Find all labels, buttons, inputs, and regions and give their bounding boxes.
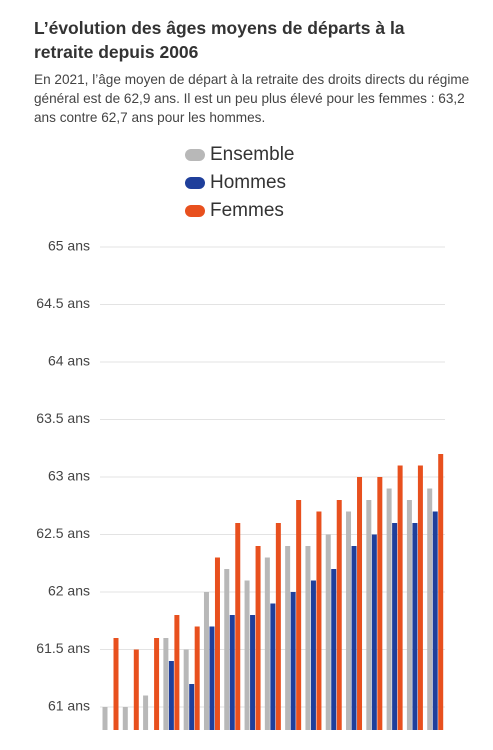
bar <box>417 465 423 730</box>
bar <box>325 534 331 730</box>
bar <box>392 523 398 730</box>
bar <box>346 511 352 730</box>
legend-swatch <box>185 149 205 161</box>
bar <box>102 707 108 730</box>
chart-title: L’évolution des âges moyens de départs à… <box>34 18 405 62</box>
legend-swatch <box>185 205 205 217</box>
bar <box>357 477 363 730</box>
legend-label: Ensemble <box>210 144 295 165</box>
bar <box>290 592 296 730</box>
y-tick-label: 63.5 ans <box>36 410 90 426</box>
legend-label: Femmes <box>210 200 284 221</box>
bar <box>174 615 180 730</box>
bar <box>183 649 189 730</box>
bar <box>194 626 200 730</box>
bar <box>438 454 444 730</box>
bar <box>285 546 291 730</box>
y-tick-label: 61.5 ans <box>36 640 90 656</box>
bar <box>189 684 195 730</box>
y-tick-label: 63 ans <box>48 468 90 484</box>
y-tick-label: 64 ans <box>48 353 90 369</box>
bar <box>270 603 276 730</box>
bar <box>113 638 119 730</box>
bar <box>214 557 220 730</box>
bar <box>264 557 270 730</box>
bar <box>255 546 261 730</box>
bar <box>275 523 281 730</box>
bar <box>235 523 241 730</box>
bar <box>366 500 372 730</box>
bar <box>371 534 377 730</box>
bar <box>154 638 160 730</box>
y-tick-label: 61 ans <box>48 698 90 714</box>
bar <box>351 546 357 730</box>
bar <box>316 511 322 730</box>
bar <box>331 569 337 730</box>
bar <box>244 580 250 730</box>
bar <box>229 615 235 730</box>
bar <box>143 695 149 730</box>
y-tick-label: 64.5 ans <box>36 295 90 311</box>
bar <box>209 626 215 730</box>
legend-label: Hommes <box>210 172 286 193</box>
bar <box>377 477 383 730</box>
bar <box>133 649 139 730</box>
bar <box>250 615 256 730</box>
bar <box>163 638 169 730</box>
bar <box>296 500 302 730</box>
legend-swatch <box>185 177 205 189</box>
bar <box>122 707 128 730</box>
bar <box>168 661 174 730</box>
bar <box>386 488 392 730</box>
bar <box>432 511 438 730</box>
bar <box>224 569 230 730</box>
bar <box>406 500 412 730</box>
bar <box>203 592 209 730</box>
bar <box>397 465 403 730</box>
bar <box>412 523 418 730</box>
chart-subtitle: En 2021, l’âge moyen de départ à la retr… <box>34 72 470 125</box>
bar <box>305 546 311 730</box>
y-tick-label: 65 ans <box>48 238 90 254</box>
y-tick-label: 62 ans <box>48 583 90 599</box>
bar <box>336 500 342 730</box>
bar <box>310 580 316 730</box>
y-tick-label: 62.5 ans <box>36 525 90 541</box>
bar <box>427 488 433 730</box>
